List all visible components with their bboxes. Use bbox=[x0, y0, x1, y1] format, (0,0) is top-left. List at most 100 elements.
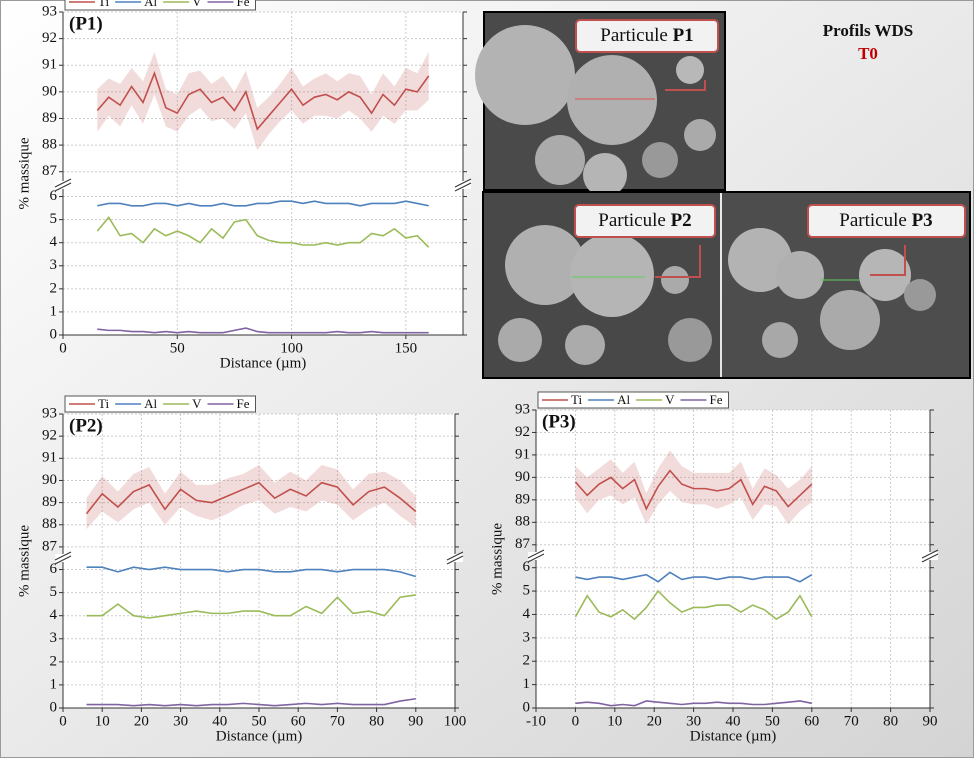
y-tick-label: 89 bbox=[42, 110, 57, 126]
y-tick-label: 2 bbox=[50, 280, 58, 296]
legend-box bbox=[537, 391, 729, 409]
x-axis-label: Distance (µm) bbox=[220, 355, 307, 371]
y-tick-label: 5 bbox=[523, 583, 531, 599]
y-tick-label: 1 bbox=[50, 676, 58, 692]
legend-label: Ti bbox=[98, 0, 109, 9]
y-tick-label: 1 bbox=[523, 676, 531, 692]
x-tick-label: 100 bbox=[444, 713, 467, 729]
legend-label: Al bbox=[144, 0, 157, 9]
x-tick-label: 90 bbox=[923, 713, 938, 729]
y-tick-label: 0 bbox=[50, 326, 58, 342]
series-line bbox=[574, 589, 813, 621]
y-tick-label: 89 bbox=[515, 491, 530, 507]
legend-label: V bbox=[665, 392, 675, 407]
legend: Ti Al V Fe bbox=[64, 0, 256, 11]
figure-title: Profils WDS bbox=[823, 21, 914, 40]
label-particle: P1 bbox=[673, 25, 694, 46]
y-tick-label: 3 bbox=[50, 257, 58, 273]
y-tick-label: 6 bbox=[50, 561, 58, 577]
axis-break bbox=[454, 178, 472, 192]
chart-title: (P3) bbox=[542, 411, 576, 432]
axis-break-gap bbox=[528, 552, 544, 560]
legend: Ti Al V Fe bbox=[537, 391, 729, 409]
y-tick-label: 4 bbox=[50, 234, 58, 250]
y-tick-label: 1 bbox=[50, 303, 58, 319]
axis-break-gap bbox=[455, 181, 471, 189]
y-tick-label: 0 bbox=[523, 699, 531, 715]
series-line bbox=[86, 697, 416, 707]
series-line bbox=[86, 594, 416, 619]
error-band bbox=[86, 464, 416, 530]
error-band bbox=[97, 51, 429, 151]
y-tick-label: 92 bbox=[515, 424, 530, 440]
y-tick-label: 87 bbox=[42, 163, 58, 179]
image-label: Particule P2 bbox=[598, 210, 691, 231]
axis-break bbox=[527, 549, 545, 563]
y-tick-label: 90 bbox=[42, 472, 57, 488]
x-tick-label: 150 bbox=[395, 340, 418, 356]
x-tick-label: 0 bbox=[59, 340, 67, 356]
legend-label: Ti bbox=[98, 396, 109, 411]
x-tick-label: 20 bbox=[647, 713, 662, 729]
y-tick-label: 5 bbox=[50, 211, 58, 227]
y-tick-label: 88 bbox=[515, 514, 530, 530]
sem-image-p1 bbox=[475, 11, 726, 197]
x-tick-label: 0 bbox=[59, 713, 67, 729]
y-tick-label: 4 bbox=[50, 607, 58, 623]
x-tick-label: 50 bbox=[170, 340, 185, 356]
y-tick-label: 92 bbox=[42, 428, 57, 444]
x-tick-label: 40 bbox=[726, 713, 741, 729]
x-tick-label: 80 bbox=[369, 713, 384, 729]
image-label: Particule P3 bbox=[839, 210, 932, 231]
image-frame bbox=[482, 191, 971, 379]
y-tick-label: 2 bbox=[50, 653, 58, 669]
y-tick-label: 91 bbox=[515, 446, 530, 462]
x-tick-label: 30 bbox=[173, 713, 188, 729]
x-tick-label: 80 bbox=[883, 713, 898, 729]
y-tick-label: 6 bbox=[50, 188, 58, 204]
image-label: Particule P1 bbox=[600, 25, 693, 46]
axis-break-gap bbox=[922, 552, 938, 560]
x-tick-label: 50 bbox=[252, 713, 267, 729]
label-text: Particule bbox=[600, 25, 668, 46]
axis-break bbox=[54, 178, 72, 192]
legend: Ti Al V Fe bbox=[64, 395, 256, 413]
y-tick-label: 92 bbox=[42, 30, 57, 46]
axis-break-gap bbox=[55, 554, 71, 562]
series-line bbox=[86, 566, 417, 578]
plot-area bbox=[63, 12, 463, 335]
legend-label: V bbox=[192, 396, 202, 411]
axis-break bbox=[54, 551, 72, 565]
y-tick-label: 87 bbox=[42, 538, 58, 554]
legend-label: Fe bbox=[237, 396, 250, 411]
y-tick-label: 91 bbox=[42, 450, 57, 466]
legend-label: Ti bbox=[571, 392, 582, 407]
x-tick-label: 60 bbox=[291, 713, 306, 729]
sem-image-p3 bbox=[722, 193, 969, 377]
legend-label: Fe bbox=[237, 0, 250, 9]
axis-break-gap bbox=[447, 554, 463, 562]
y-tick-label: 91 bbox=[42, 57, 57, 73]
legend-label: Fe bbox=[710, 392, 723, 407]
x-tick-label: 100 bbox=[280, 340, 303, 356]
y-tick-label: 88 bbox=[42, 516, 57, 532]
label-particle: P3 bbox=[912, 210, 933, 231]
x-tick-label: -10 bbox=[526, 713, 546, 729]
x-tick-label: 30 bbox=[686, 713, 701, 729]
legend-label: Al bbox=[617, 392, 630, 407]
y-tick-label: 88 bbox=[42, 137, 57, 153]
y-tick-label: 3 bbox=[50, 630, 58, 646]
legend-box bbox=[64, 0, 256, 11]
label-particle: P2 bbox=[671, 210, 692, 231]
y-tick-label: 0 bbox=[50, 699, 58, 715]
series-line bbox=[96, 70, 430, 131]
series-line bbox=[97, 200, 429, 207]
y-axis-label: % massique bbox=[16, 525, 32, 597]
x-tick-label: 10 bbox=[607, 713, 622, 729]
x-tick-label: 70 bbox=[844, 713, 859, 729]
x-tick-label: 10 bbox=[95, 713, 110, 729]
x-tick-label: 40 bbox=[212, 713, 227, 729]
x-tick-label: 60 bbox=[804, 713, 819, 729]
chart-title: (P1) bbox=[69, 13, 103, 34]
